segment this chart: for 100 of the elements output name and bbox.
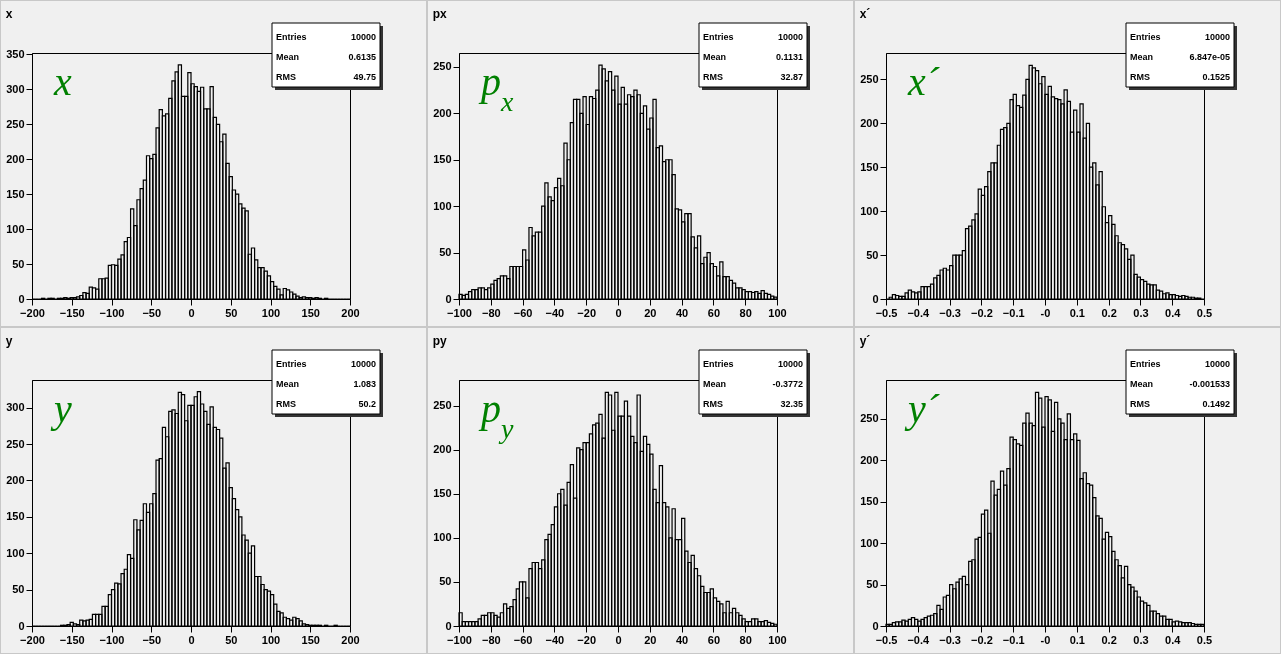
x-tick-label: −0.4 bbox=[907, 306, 931, 319]
x-tick-label: 20 bbox=[644, 633, 657, 646]
x-tick-label: −200 bbox=[20, 633, 45, 646]
annotation: 0.6135 bbox=[348, 52, 376, 62]
x-tick-label: 50 bbox=[225, 633, 238, 646]
x-tick-label: −100 bbox=[99, 306, 125, 319]
annotation: Mean bbox=[276, 379, 300, 389]
x-tick-label: −0.3 bbox=[939, 633, 961, 646]
x-tick-label: 100 bbox=[768, 306, 787, 319]
annotation: Mean bbox=[703, 379, 727, 389]
annotation: Mean bbox=[703, 52, 727, 62]
y-tick-label: 0 bbox=[872, 619, 879, 632]
text: Entries bbox=[1130, 32, 1161, 42]
x-tick-label: 100 bbox=[768, 633, 787, 646]
x-tick-label: 150 bbox=[301, 633, 320, 646]
x-tick-label: −60 bbox=[513, 306, 533, 319]
x-tick-label: −0.1 bbox=[1002, 306, 1025, 319]
annotation: RMS bbox=[1130, 399, 1150, 409]
x-tick-label: 200 bbox=[341, 633, 360, 646]
y-tick-label: 50 bbox=[12, 257, 25, 270]
y-tick-label: 250 bbox=[6, 437, 25, 450]
y-tick-label: 0 bbox=[872, 292, 879, 305]
x-tick-label: 150 bbox=[301, 306, 320, 319]
y-tick-label: 250 bbox=[6, 117, 25, 130]
x-tick-label: −200 bbox=[20, 306, 45, 319]
y-tick-label: 0 bbox=[445, 619, 452, 632]
annotation: Mean bbox=[1130, 52, 1154, 62]
text: 50.2 bbox=[358, 399, 376, 409]
annotation: Mean bbox=[276, 52, 300, 62]
text: Entries bbox=[703, 359, 734, 369]
annotation: y bbox=[50, 386, 72, 431]
y-tick-label: 0 bbox=[18, 619, 25, 632]
y-tick-label: 100 bbox=[433, 531, 452, 544]
x-tick-label: 0 bbox=[615, 633, 622, 646]
annotation: RMS bbox=[1130, 72, 1150, 82]
text: 10000 bbox=[777, 359, 803, 369]
x-tick-label: 60 bbox=[707, 306, 721, 319]
chart-title: y´ bbox=[859, 333, 871, 348]
text: Entries bbox=[276, 359, 307, 369]
x-tick-label: −50 bbox=[142, 306, 162, 319]
annotation: -0.3772 bbox=[772, 379, 803, 389]
x-tick-label: 20 bbox=[644, 306, 657, 319]
x-tick-label: −20 bbox=[577, 633, 597, 646]
annotation: p$_{y}$ bbox=[478, 386, 514, 444]
chart-title: py bbox=[432, 333, 447, 348]
x-tick-label: −0.5 bbox=[875, 306, 898, 319]
x-tick-label: 0 bbox=[188, 633, 195, 646]
x-tick-label: 0.3 bbox=[1133, 306, 1149, 319]
y-tick-label: 250 bbox=[860, 72, 879, 85]
x-tick-label: 40 bbox=[675, 306, 689, 319]
y-tick-label: 50 bbox=[12, 583, 25, 596]
y-tick-label: 250 bbox=[860, 412, 879, 425]
annotation: RMS bbox=[276, 399, 296, 409]
x-tick-label: 0 bbox=[615, 306, 622, 319]
y-tick-label: 50 bbox=[866, 248, 879, 261]
y-tick-label: 0 bbox=[445, 292, 452, 305]
y-tick-label: 150 bbox=[860, 160, 879, 173]
annotation: RMS bbox=[276, 72, 296, 82]
x-tick-label: 100 bbox=[261, 306, 281, 319]
annotation: 0.1131 bbox=[775, 52, 803, 62]
x-tick-label: −60 bbox=[513, 633, 533, 646]
x-tick-label: −0.5 bbox=[875, 633, 898, 646]
y-tick-label: 200 bbox=[433, 106, 452, 119]
text: 32.35 bbox=[780, 399, 803, 409]
y-tick-label: 50 bbox=[439, 246, 452, 259]
chart-title: x bbox=[5, 6, 13, 21]
annotation: y´ bbox=[904, 386, 940, 431]
text: 10000 bbox=[350, 359, 376, 369]
text: Entries bbox=[703, 32, 734, 42]
text: Entries bbox=[1130, 359, 1161, 369]
x-tick-label: −80 bbox=[481, 633, 501, 646]
y-tick-label: 100 bbox=[6, 222, 25, 235]
annotation: p$_{x}$ bbox=[478, 59, 514, 117]
x-tick-label: 0.3 bbox=[1133, 633, 1149, 646]
y-tick-label: 200 bbox=[860, 453, 879, 466]
y-tick-label: 200 bbox=[860, 116, 879, 129]
text: 49.75 bbox=[353, 72, 376, 82]
annotation: RMS bbox=[703, 72, 723, 82]
x-tick-label: 100 bbox=[261, 633, 281, 646]
y-tick-label: 150 bbox=[860, 495, 879, 508]
x-tick-label: 0.5 bbox=[1196, 306, 1213, 319]
text: 10000 bbox=[1204, 359, 1230, 369]
chart-title: px bbox=[432, 6, 447, 21]
annotation: 0.1492 bbox=[1202, 399, 1230, 409]
y-tick-label: 300 bbox=[6, 401, 25, 414]
text: 32.87 bbox=[780, 72, 803, 82]
y-tick-label: 150 bbox=[433, 487, 452, 500]
y-tick-label: 150 bbox=[6, 187, 25, 200]
x-tick-label: −150 bbox=[59, 633, 85, 646]
x-tick-label: 0.4 bbox=[1165, 633, 1182, 646]
y-tick-label: 350 bbox=[6, 47, 25, 60]
x-tick-label: −100 bbox=[447, 633, 472, 646]
x-tick-label: 80 bbox=[739, 633, 752, 646]
x-tick-label: 200 bbox=[341, 306, 360, 319]
x-tick-label: 60 bbox=[707, 633, 721, 646]
x-tick-label: −0.2 bbox=[971, 633, 993, 646]
y-tick-label: 200 bbox=[433, 443, 452, 456]
x-tick-label: 40 bbox=[675, 633, 689, 646]
y-tick-label: 150 bbox=[433, 153, 452, 166]
x-tick-label: 0.2 bbox=[1101, 633, 1117, 646]
